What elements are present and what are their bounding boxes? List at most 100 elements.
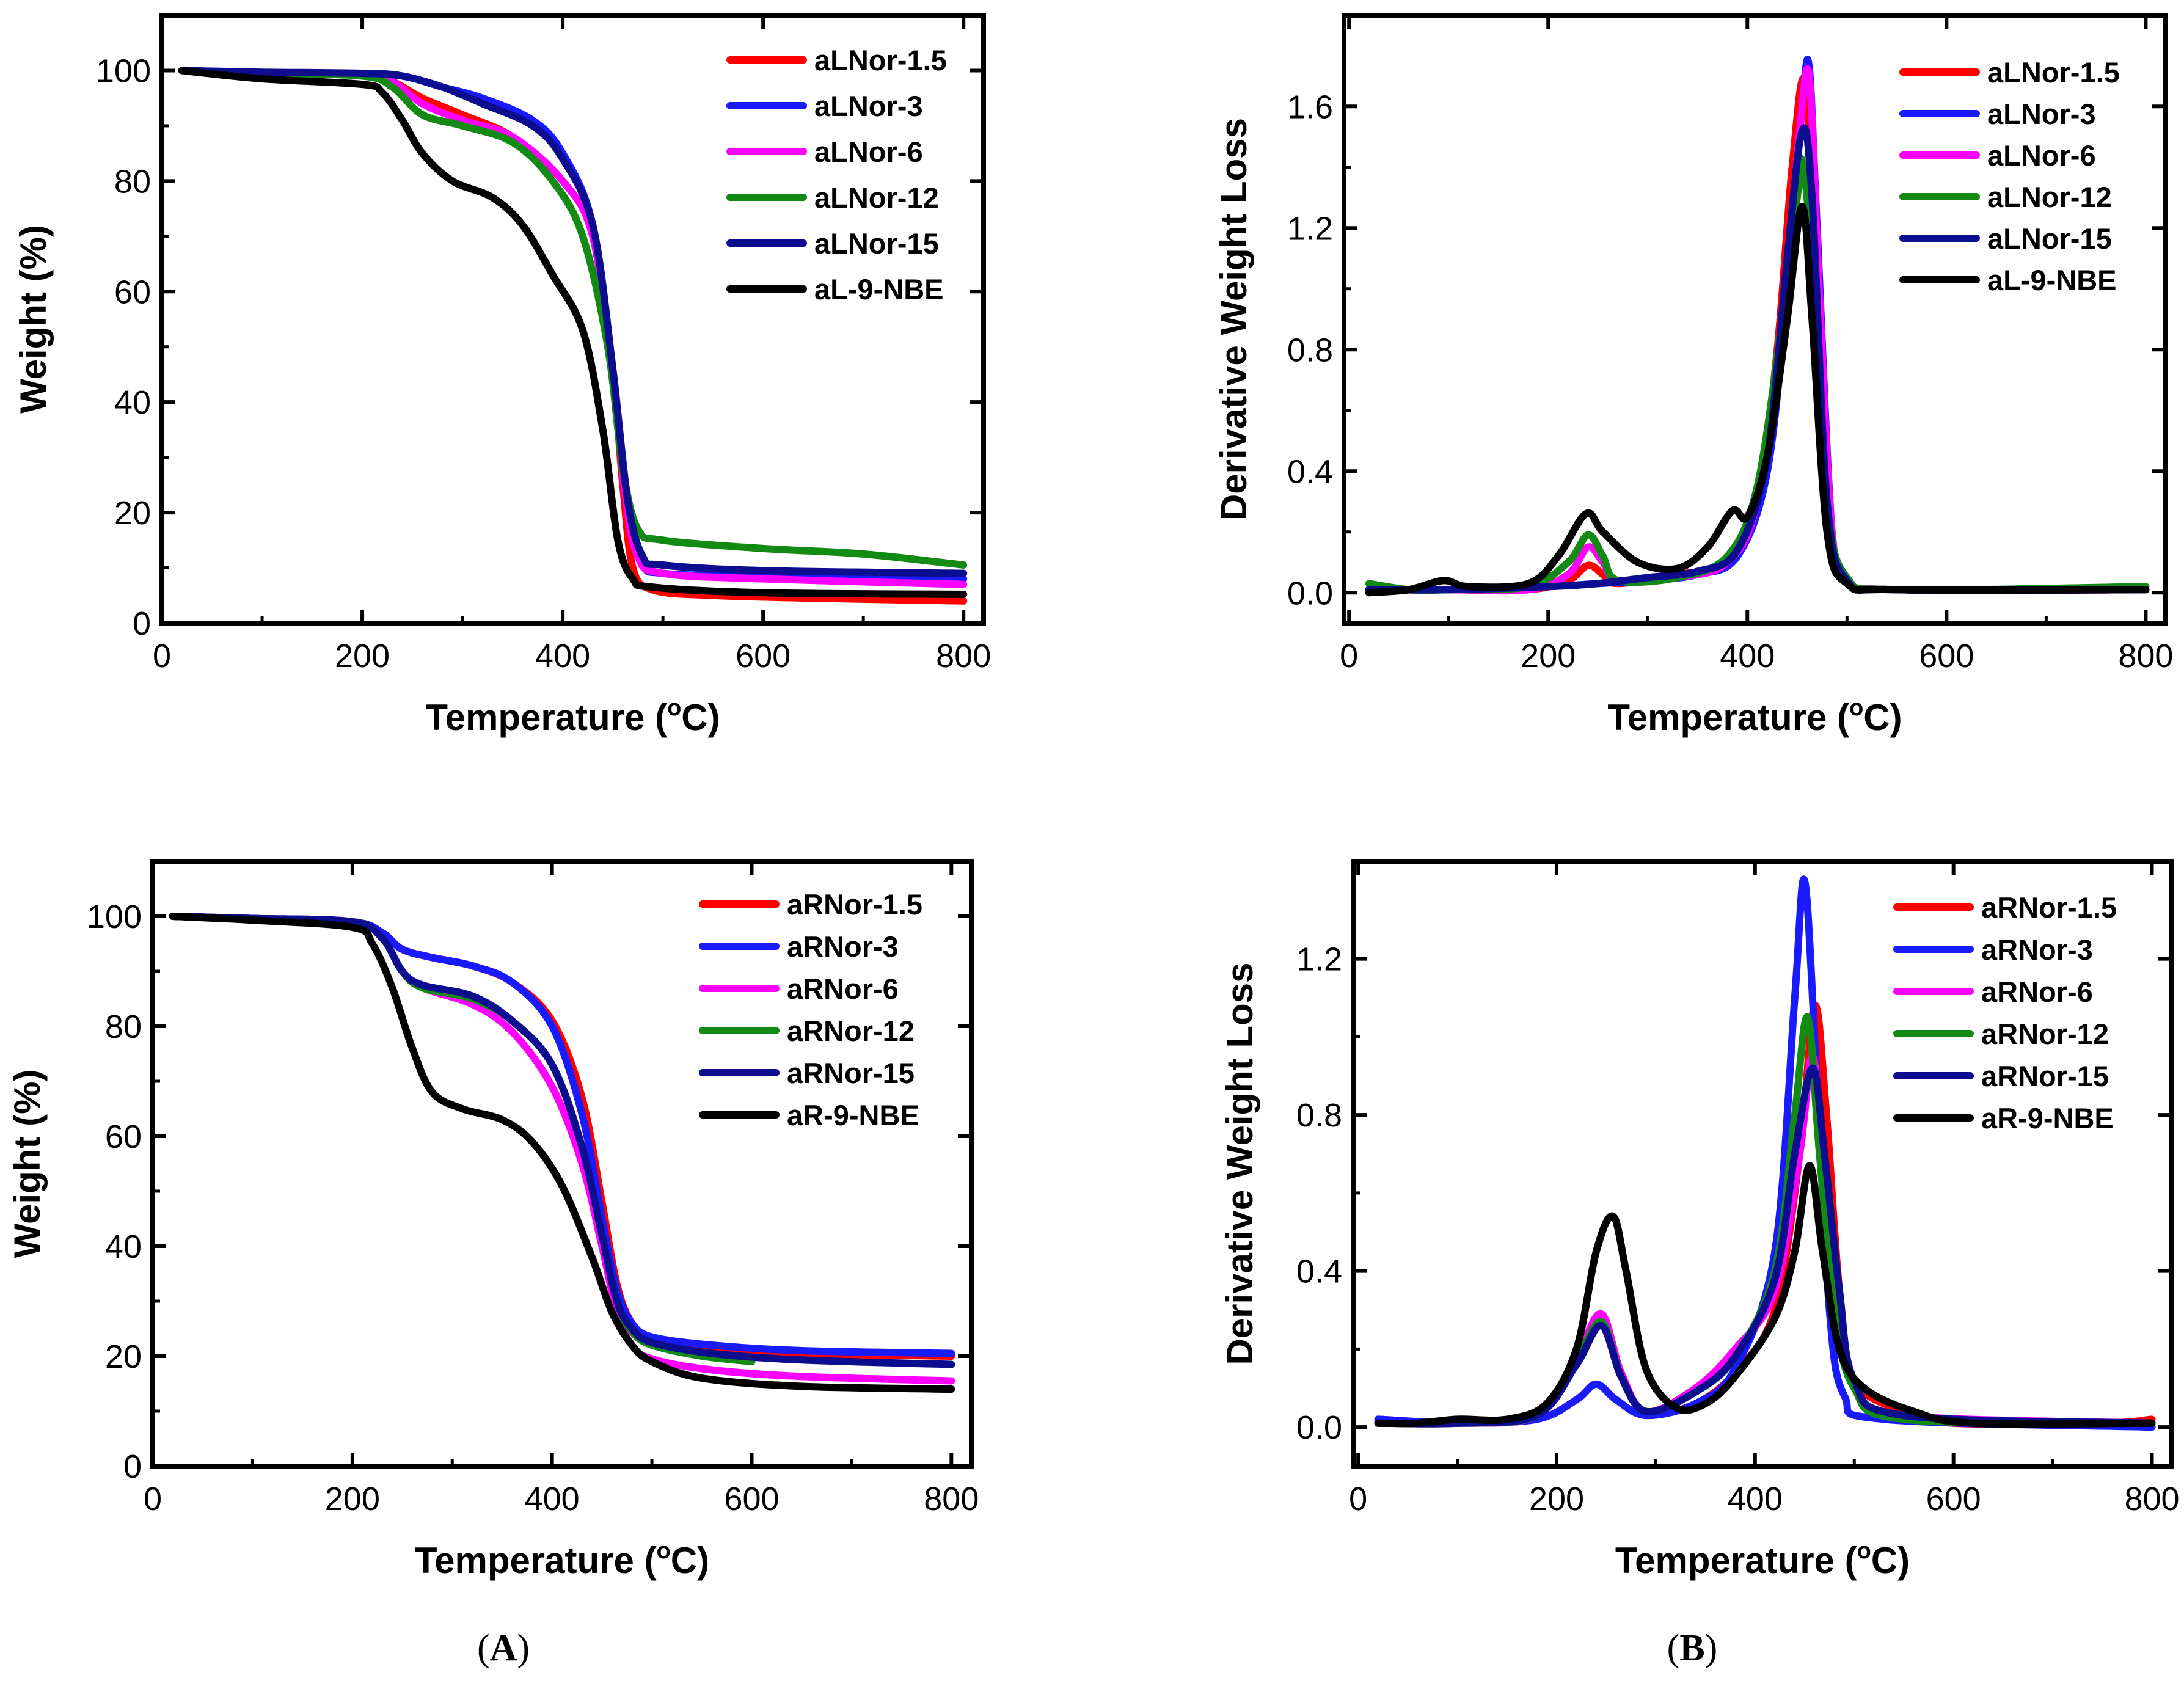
chart-series-group bbox=[178, 67, 968, 605]
legend-label-aRNor-6: aRNor-6 bbox=[787, 973, 899, 1005]
x-axis-title: Temperature (oC) bbox=[425, 695, 720, 738]
legend-label-aRNor-3: aRNor-3 bbox=[1981, 933, 2093, 966]
x-tick-label: 600 bbox=[1919, 638, 1974, 674]
legend-label-aRNor-1.5: aRNor-1.5 bbox=[787, 888, 922, 921]
series-line-aRNor-15 bbox=[169, 913, 955, 1368]
x-tick-label: 0 bbox=[1340, 638, 1358, 674]
series-line-aLNor-15 bbox=[178, 67, 968, 577]
legend-label-aLNor-1.5: aLNor-1.5 bbox=[814, 44, 947, 76]
x-tick-label: 400 bbox=[525, 1481, 580, 1517]
legend-label-aLNor-3: aLNor-3 bbox=[814, 90, 923, 122]
chart-series-group bbox=[1374, 875, 2156, 1431]
x-tick-label: 600 bbox=[736, 638, 791, 674]
legend-label-aRNor-15: aRNor-15 bbox=[787, 1057, 915, 1089]
y-tick-label: 60 bbox=[105, 1119, 142, 1155]
x-tick-label: 400 bbox=[1720, 638, 1775, 674]
x-tick-label: 600 bbox=[1926, 1481, 1981, 1517]
y-tick-label: 1.2 bbox=[1287, 210, 1333, 247]
y-tick-label: 1.2 bbox=[1296, 941, 1342, 978]
chart-series-group bbox=[1365, 56, 2150, 597]
y-tick-label: 0.8 bbox=[1296, 1097, 1342, 1134]
chart-top-left: 0 200 400 600 800 0 20 40 60 80 100 Temperature (oC… bbox=[13, 13, 991, 738]
x-tick-label: 0 bbox=[144, 1481, 162, 1517]
plot-frame bbox=[159, 13, 986, 626]
y-tick-label: 60 bbox=[114, 274, 151, 310]
legend-label-aL-9-NBE: aL-9-NBE bbox=[1987, 264, 2117, 296]
legend-label-aLNor-1.5: aLNor-1.5 bbox=[1987, 56, 2120, 89]
series-line-aL-9-NBE bbox=[1365, 203, 2150, 597]
legend-label-aRNor-12: aRNor-12 bbox=[787, 1015, 915, 1047]
x-tick-label: 0 bbox=[153, 638, 171, 674]
legend-label-aR-9-NBE: aR-9-NBE bbox=[787, 1099, 919, 1131]
y-tick-label: 1.6 bbox=[1287, 89, 1333, 125]
legend: aRNor-1.5 aRNor-3 aRNor-6 aRNor-12 aRNor-15 a… bbox=[699, 888, 922, 1131]
y-tick-label: 0.4 bbox=[1287, 453, 1333, 490]
series-line-aRNor-3 bbox=[1374, 875, 2156, 1431]
x-axis-title: Temperature (oC) bbox=[1615, 1538, 1910, 1581]
y-tick-label: 0.8 bbox=[1287, 332, 1333, 368]
y-tick-label: 0.4 bbox=[1296, 1254, 1342, 1290]
y-axis-title: Weight (%) bbox=[7, 1070, 48, 1258]
y-tick-label: 40 bbox=[114, 384, 151, 421]
legend-label-aLNor-15: aLNor-15 bbox=[814, 227, 939, 260]
legend-label-aLNor-6: aLNor-6 bbox=[814, 136, 923, 168]
y-tick-label: 100 bbox=[87, 899, 142, 935]
y-tick-label: 40 bbox=[105, 1228, 142, 1265]
x-tick-label: 200 bbox=[1521, 638, 1576, 674]
x-tick-label: 800 bbox=[2118, 638, 2173, 674]
y-tick-label: 80 bbox=[105, 1009, 142, 1045]
y-tick-label: 0 bbox=[133, 605, 151, 642]
legend-label-aR-9-NBE: aR-9-NBE bbox=[1981, 1102, 2114, 1134]
x-tick-label: 800 bbox=[924, 1481, 979, 1517]
y-tick-label: 0.0 bbox=[1296, 1409, 1342, 1446]
series-line-aR-9-NBE bbox=[1374, 1162, 2156, 1428]
legend-label-aLNor-3: aLNor-3 bbox=[1987, 98, 2096, 130]
x-axis-title: Temperature (oC) bbox=[415, 1538, 709, 1581]
y-tick-label: 80 bbox=[114, 163, 151, 200]
panel-label-b: (B) bbox=[1667, 1627, 1718, 1669]
series-line-aLNor-12 bbox=[178, 67, 968, 569]
chart-bottom-left: 0 200 400 600 800 0 20 40 60 80 100 Temperature (oC… bbox=[7, 859, 979, 1581]
x-tick-label: 200 bbox=[335, 638, 390, 674]
series-line-aR-9-NBE bbox=[169, 913, 955, 1393]
y-tick-label: 0 bbox=[123, 1448, 142, 1485]
x-tick-label: 400 bbox=[535, 638, 590, 674]
x-tick-label: 400 bbox=[1728, 1481, 1783, 1517]
legend-label-aLNor-6: aLNor-6 bbox=[1987, 139, 2096, 172]
x-tick-label: 200 bbox=[325, 1481, 380, 1517]
legend: aLNor-1.5 aLNor-3 aLNor-6 aLNor-12 aLNor-15 a… bbox=[726, 44, 947, 305]
legend: aRNor-1.5 aRNor-3 aRNor-6 aRNor-12 aRNor-15 a… bbox=[1893, 891, 2117, 1134]
plot-frame bbox=[1342, 13, 2168, 626]
legend-label-aRNor-6: aRNor-6 bbox=[1981, 976, 2093, 1008]
plot-frame bbox=[1351, 859, 2174, 1469]
y-tick-label: 100 bbox=[96, 53, 151, 89]
legend-label-aRNor-1.5: aRNor-1.5 bbox=[1981, 891, 2117, 924]
legend-label-aLNor-12: aLNor-12 bbox=[814, 181, 939, 214]
y-axis-title: Weight (%) bbox=[13, 225, 54, 414]
legend: aLNor-1.5 aLNor-3 aLNor-6 aLNor-12 aLNor-15 a… bbox=[1899, 56, 2120, 296]
legend-label-aRNor-3: aRNor-3 bbox=[787, 930, 899, 963]
legend-label-aL-9-NBE: aL-9-NBE bbox=[814, 273, 944, 305]
x-tick-label: 200 bbox=[1529, 1481, 1584, 1517]
y-axis-title: Derivative Weight Loss bbox=[1219, 962, 1260, 1365]
x-axis-title: Temperature (oC) bbox=[1607, 695, 1902, 738]
chart-bottom-right: 0 200 400 600 800 0.0 0.4 0.8 1.2 Temperature (oC… bbox=[1219, 859, 2180, 1581]
plot-frame bbox=[150, 859, 974, 1469]
x-tick-label: 600 bbox=[724, 1481, 779, 1517]
series-line-aL-9-NBE bbox=[178, 67, 968, 598]
y-tick-label: 20 bbox=[105, 1338, 142, 1375]
legend-label-aLNor-15: aLNor-15 bbox=[1987, 222, 2112, 255]
x-tick-label: 800 bbox=[2124, 1481, 2179, 1517]
x-tick-label: 800 bbox=[936, 638, 991, 674]
x-tick-label: 0 bbox=[1349, 1481, 1367, 1517]
legend-label-aLNor-12: aLNor-12 bbox=[1987, 181, 2112, 213]
y-axis-title: Derivative Weight Loss bbox=[1213, 118, 1254, 520]
legend-label-aRNor-12: aRNor-12 bbox=[1981, 1018, 2109, 1050]
legend-label-aRNor-15: aRNor-15 bbox=[1981, 1060, 2109, 1092]
panel-label-a: (A) bbox=[477, 1627, 530, 1669]
chart-series-group bbox=[169, 913, 955, 1393]
y-tick-label: 0.0 bbox=[1287, 575, 1333, 611]
chart-top-right: 0 200 400 600 800 0.0 0.4 0.8 1.2 1.6 Temperature … bbox=[1213, 13, 2173, 738]
